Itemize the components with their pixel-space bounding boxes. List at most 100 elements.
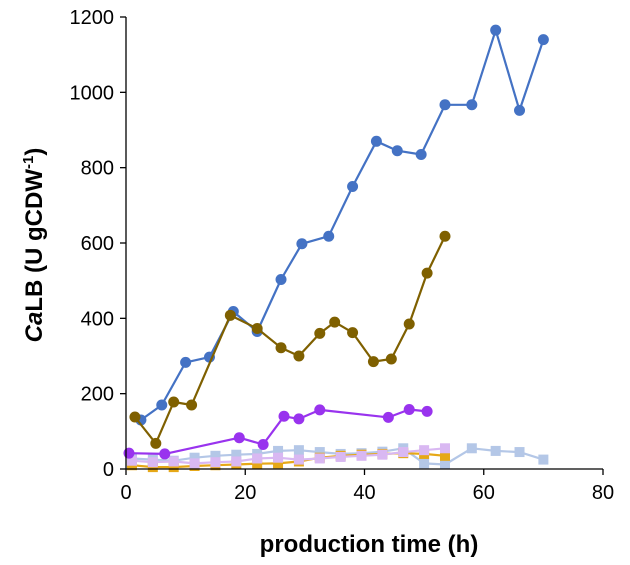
y-tick-label: 1000: [70, 82, 115, 104]
y-axis-title-main: LB (U gCDW: [21, 169, 48, 312]
series-lightblue-point: [538, 454, 549, 465]
series-lightpurple-point: [273, 452, 284, 463]
y-axis-title: CaLB (U gCDW-1): [20, 148, 48, 343]
series-blue-point: [439, 99, 451, 111]
series-lightpurple-point: [419, 445, 430, 456]
series-lightblue-point: [293, 445, 304, 456]
y-tick-label: 200: [81, 384, 114, 406]
series-lightblue-point: [514, 447, 525, 458]
series-purple-point: [159, 448, 171, 460]
series-lightblue-point: [210, 450, 221, 461]
series-orange-point: [252, 458, 263, 469]
series-purple-line: [128, 408, 428, 455]
series-purple-point: [293, 413, 305, 425]
series-blue-point: [490, 24, 502, 36]
series-orange-point: [168, 462, 179, 473]
series-lightpurple-point: [231, 456, 242, 467]
y-axis-title-italic: Ca: [21, 312, 48, 343]
series-brown-point: [186, 399, 198, 411]
x-tick-label: 60: [473, 482, 495, 504]
series-brown-point: [293, 350, 305, 362]
series-brown-point: [403, 318, 415, 330]
series-lightblue-point: [439, 459, 450, 470]
series-purple-point: [257, 439, 269, 451]
series-brown-point: [347, 327, 359, 339]
x-tick-label: 0: [120, 482, 131, 504]
series-lightpurple-point: [398, 447, 409, 458]
y-tick-label: 0: [103, 459, 114, 481]
series-brown-point: [439, 230, 451, 242]
series-brown-point: [168, 396, 180, 408]
series-lightpurple-point: [189, 458, 200, 469]
series-blue-point: [514, 104, 526, 116]
series-lightpurple-point: [439, 443, 450, 454]
series-purple-point: [278, 410, 290, 422]
y-tick-label: 600: [81, 233, 114, 255]
series-brown-point: [314, 327, 326, 339]
series-brown-point: [129, 411, 141, 423]
series-blue-point: [466, 99, 478, 111]
series-blue-point: [180, 356, 192, 368]
series-lightpurple-point: [356, 450, 367, 461]
series-lightblue-point: [314, 447, 325, 458]
series-lightblue-point: [231, 449, 242, 460]
series-purple-point: [421, 405, 433, 417]
series-brown-point: [367, 356, 379, 368]
series-blue-point: [347, 181, 359, 192]
x-tick-label: 80: [592, 482, 614, 504]
series-brown-point: [385, 353, 397, 365]
series-orange-point: [439, 450, 450, 461]
series-lightpurple-point: [314, 453, 325, 464]
series-lightpurple-line: [131, 447, 446, 465]
series-lightpurple-point: [147, 457, 158, 468]
x-tick-label: 40: [353, 482, 375, 504]
y-tick-label: 1200: [70, 7, 115, 29]
series-blue: [135, 24, 549, 426]
series-lightpurple-point: [126, 455, 137, 466]
series-lightblue-point: [466, 443, 477, 454]
series-blue-point: [370, 135, 382, 147]
series-brown-point: [275, 342, 287, 354]
series-blue-point: [296, 238, 308, 250]
series-lightblue-point: [189, 452, 200, 463]
series-lightblue-point: [490, 445, 501, 456]
series-blue-point: [391, 145, 403, 157]
series-blue-point: [415, 148, 427, 160]
series-brown-point: [421, 267, 433, 279]
series-lightblue-point: [273, 445, 284, 456]
series-lightblue-point: [419, 458, 430, 469]
series-brown-point: [329, 316, 341, 328]
series-lightpurple-point: [252, 453, 263, 464]
x-tick-label: 20: [234, 482, 256, 504]
series-blue-point: [323, 230, 335, 242]
series-orange-point: [273, 458, 284, 469]
series-brown-point: [224, 309, 236, 321]
series-brown-line: [134, 235, 446, 445]
x-axis-title: production time (h): [260, 531, 479, 558]
series-blue-line: [140, 29, 545, 421]
series-purple-point: [314, 404, 326, 416]
series-lightpurple-point: [210, 457, 221, 468]
series-purple-point: [123, 447, 135, 459]
series-lightpurple: [126, 443, 450, 469]
series-brown: [129, 230, 451, 449]
series-lightpurple-point: [377, 449, 388, 460]
series-layer: [123, 24, 549, 473]
y-tick-label: 400: [81, 308, 114, 330]
series-purple-point: [382, 411, 394, 423]
series-lightpurple-point: [335, 451, 346, 462]
series-blue-point: [537, 34, 549, 46]
series-lightpurple-point: [168, 456, 179, 467]
series-lightpurple-point: [293, 454, 304, 465]
series-brown-point: [150, 437, 162, 449]
y-tick-label: 800: [81, 158, 114, 180]
series-blue-point: [156, 399, 168, 411]
y-axis-title-close: ): [21, 148, 48, 156]
series-brown-point: [251, 323, 263, 335]
series-purple-point: [233, 432, 245, 444]
series-purple-point: [403, 403, 415, 415]
y-axis-title-sup: -1: [20, 156, 37, 169]
series-blue-point: [275, 274, 287, 286]
